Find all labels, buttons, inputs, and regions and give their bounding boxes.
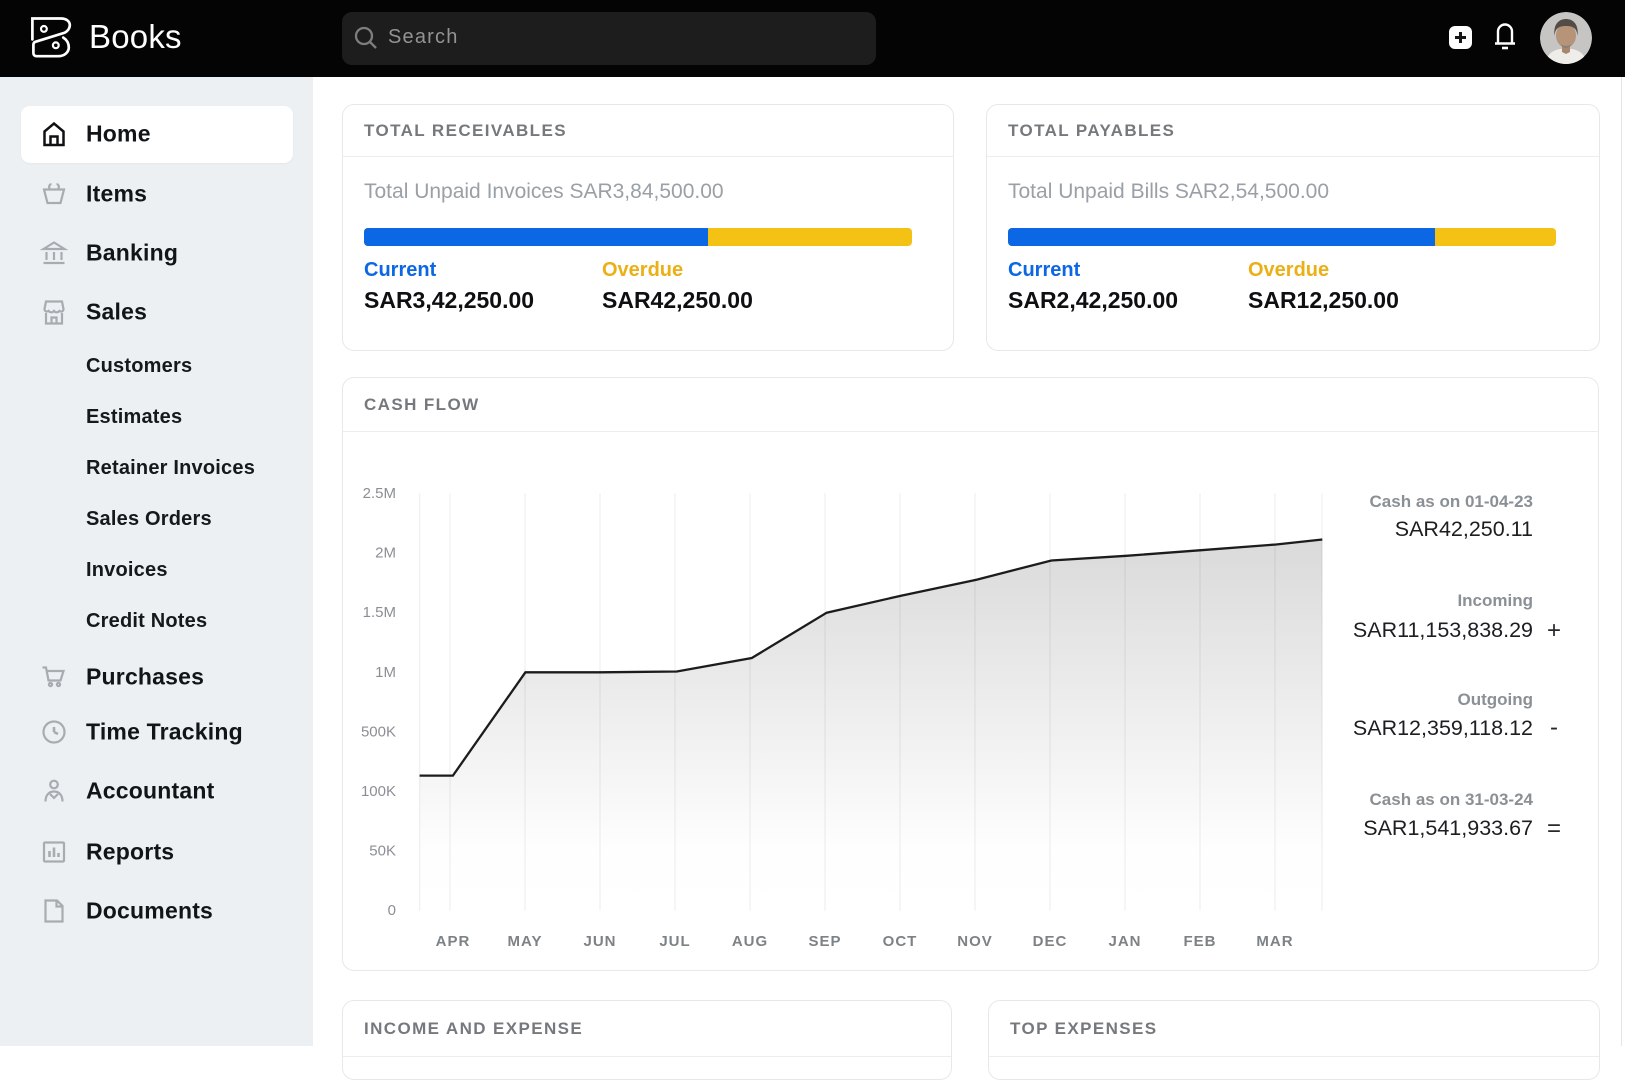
svg-text:JAN: JAN bbox=[1108, 933, 1141, 950]
svg-text:OCT: OCT bbox=[883, 933, 918, 950]
svg-text:JUL: JUL bbox=[659, 933, 690, 950]
svg-text:2M: 2M bbox=[375, 545, 396, 562]
svg-text:2.5M: 2.5M bbox=[363, 485, 396, 502]
svg-text:JUN: JUN bbox=[583, 933, 616, 950]
svg-text:APR: APR bbox=[436, 933, 471, 950]
svg-text:50K: 50K bbox=[369, 843, 396, 860]
svg-text:MAR: MAR bbox=[1256, 933, 1293, 950]
svg-text:MAY: MAY bbox=[508, 933, 543, 950]
svg-text:100K: 100K bbox=[361, 783, 396, 800]
svg-text:1M: 1M bbox=[375, 664, 396, 681]
svg-text:AUG: AUG bbox=[732, 933, 768, 950]
svg-text:0: 0 bbox=[388, 902, 396, 919]
svg-text:SEP: SEP bbox=[808, 933, 841, 950]
svg-text:NOV: NOV bbox=[957, 933, 993, 950]
svg-text:FEB: FEB bbox=[1184, 933, 1217, 950]
svg-text:1.5M: 1.5M bbox=[363, 604, 396, 621]
svg-text:500K: 500K bbox=[361, 723, 396, 740]
svg-text:DEC: DEC bbox=[1033, 933, 1068, 950]
